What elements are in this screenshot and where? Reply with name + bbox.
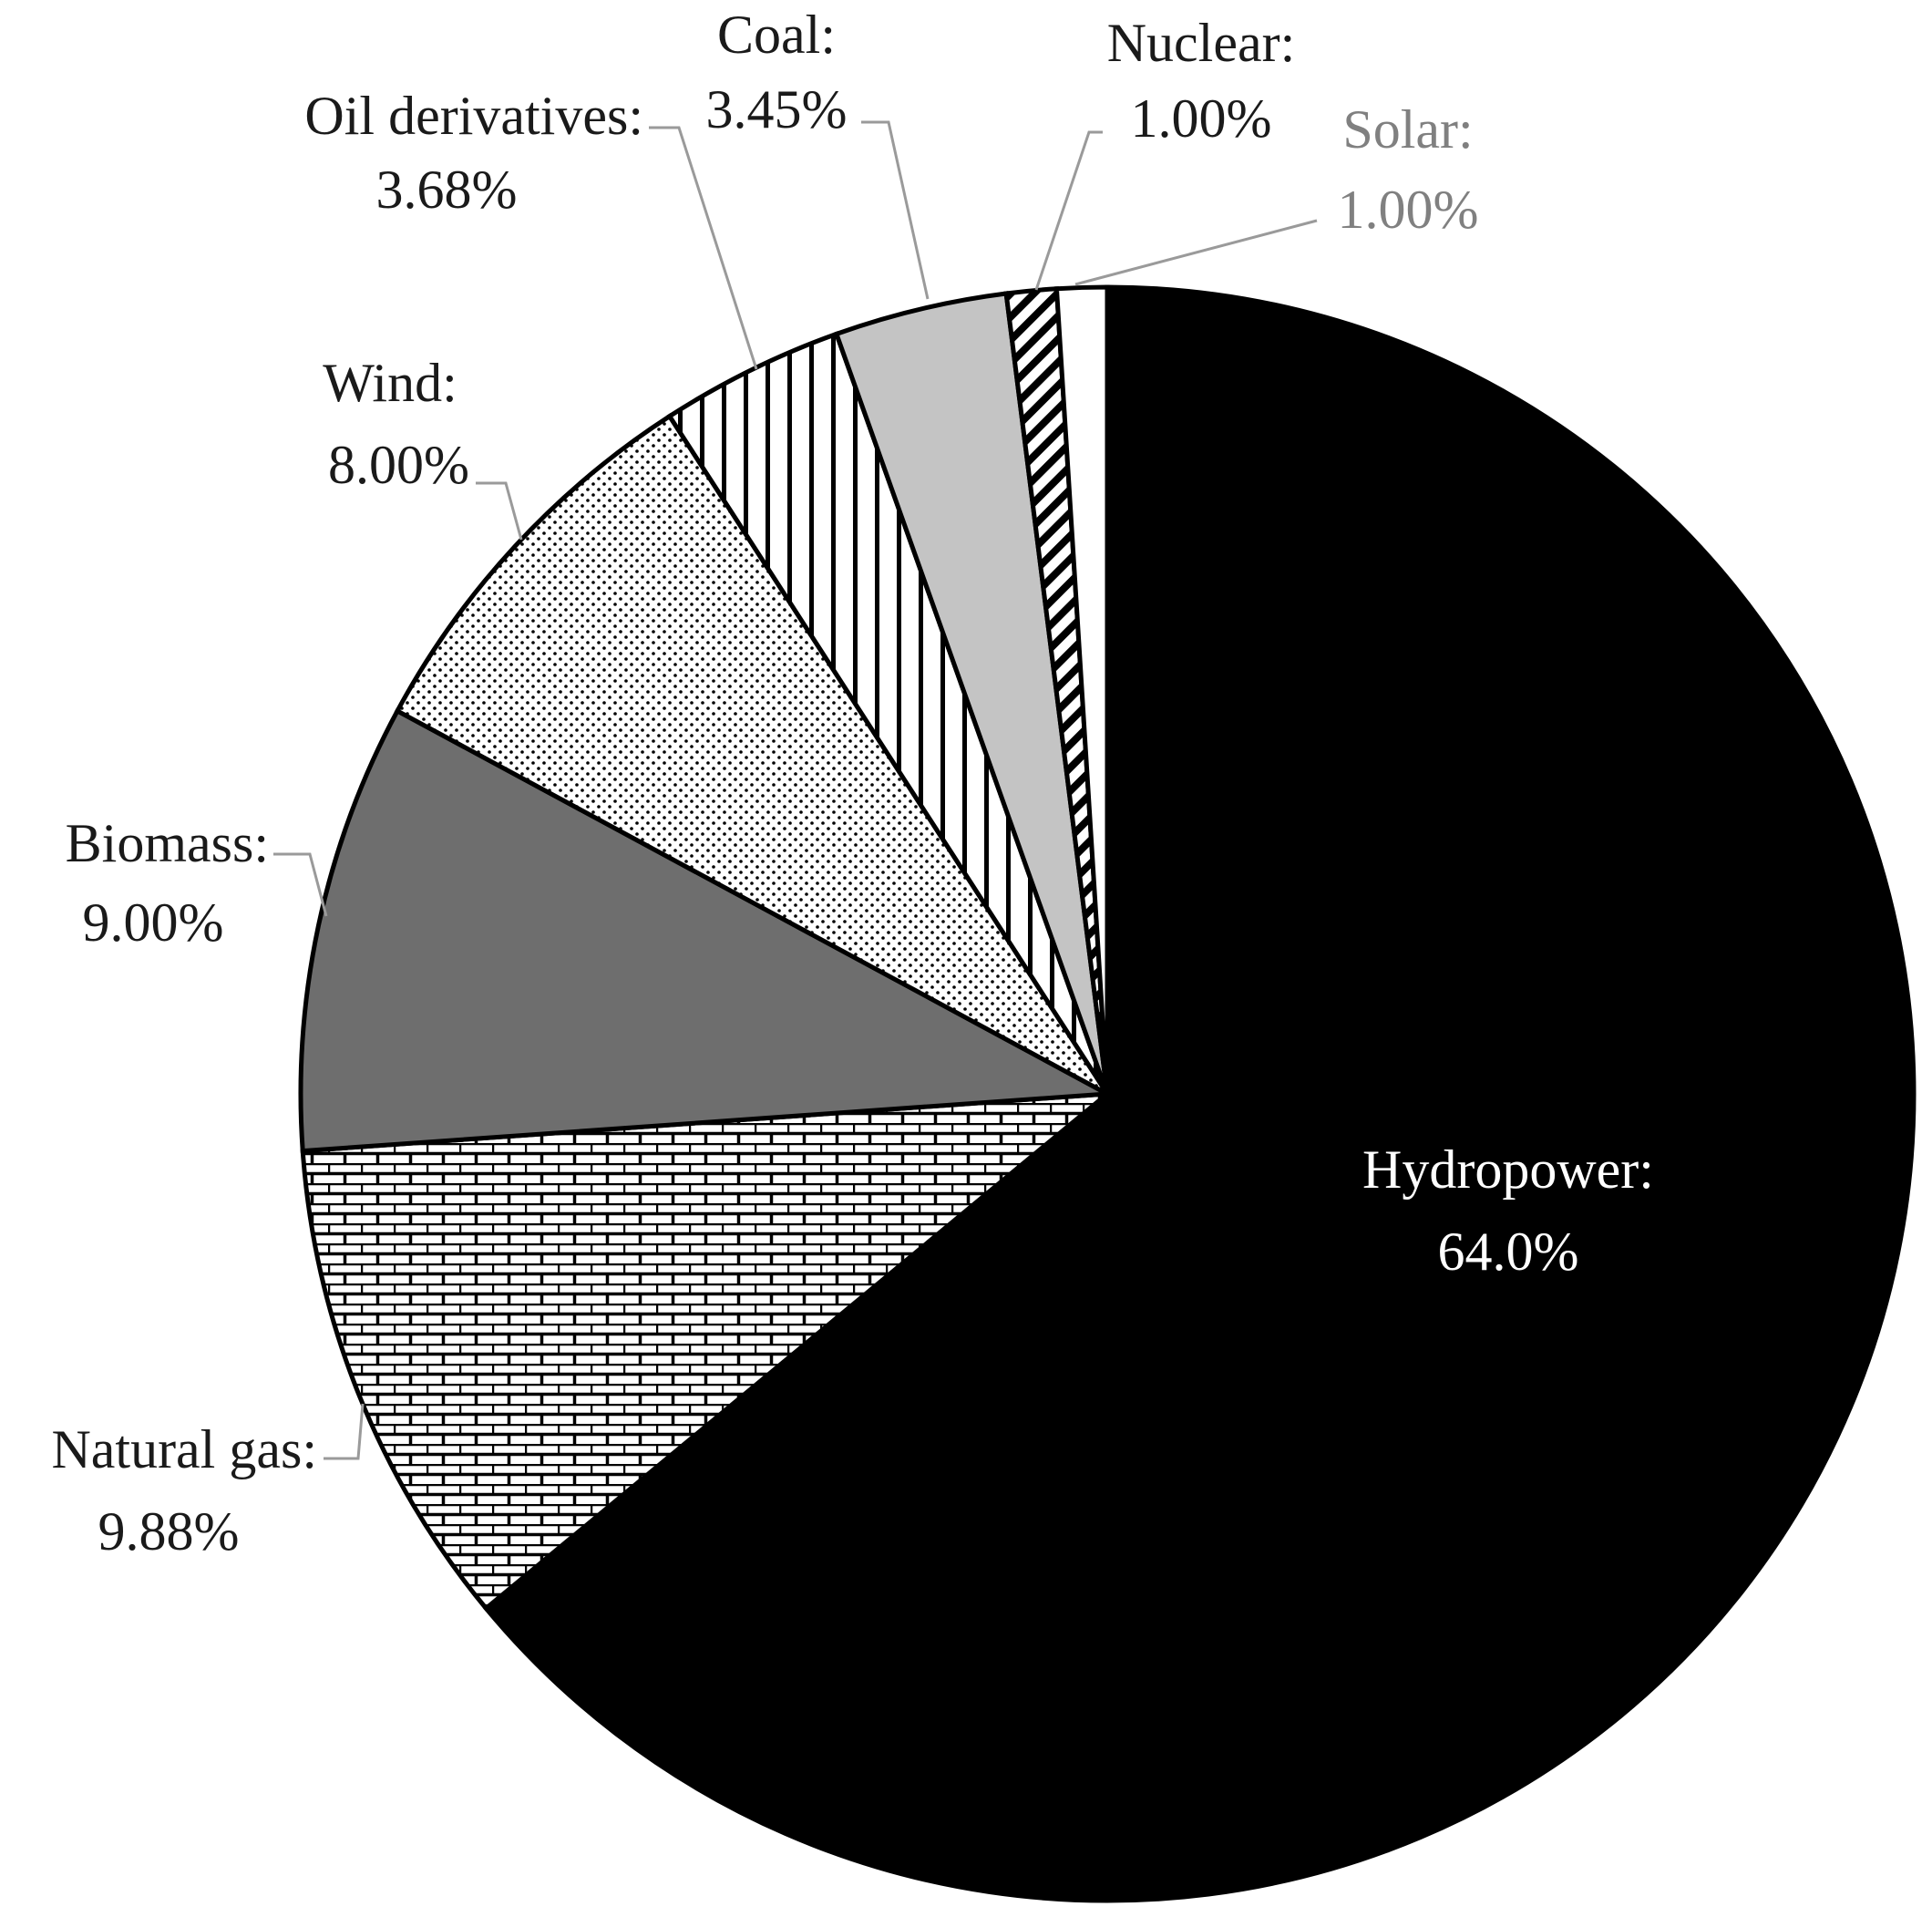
slice-hydropower <box>482 284 1917 1903</box>
leader-line-wind <box>476 481 523 541</box>
slice-natural-gas <box>300 1090 1115 1612</box>
leader-lines <box>273 120 1318 1460</box>
slice-label-biomass: Biomass: <box>66 813 269 873</box>
leader-line-coal <box>861 120 930 300</box>
slice-value-coal: 3.45% <box>706 79 848 139</box>
slice-label-oil-derivatives: Oil derivatives: <box>304 86 643 146</box>
leader-line-natural-gas <box>324 1403 365 1460</box>
slice-label-nuclear: Nuclear: <box>1107 13 1296 73</box>
slice-label-solar: Solar: <box>1342 99 1473 160</box>
slice-value-hydropower: 64.0% <box>1438 1221 1579 1282</box>
slice-value-natural-gas: 9.88% <box>98 1501 240 1561</box>
slice-value-wind: 8.00% <box>328 435 469 495</box>
pie-slices <box>298 284 1917 1903</box>
slice-value-nuclear: 1.00% <box>1131 88 1272 149</box>
slice-value-solar: 1.00% <box>1338 180 1479 240</box>
slice-solar <box>1053 284 1110 1095</box>
leader-line-nuclear <box>1034 130 1103 291</box>
slice-wind <box>394 413 1110 1097</box>
slice-value-oil-derivatives: 3.68% <box>376 160 518 220</box>
slice-biomass <box>298 707 1115 1154</box>
slice-label-wind: Wind: <box>323 353 457 413</box>
slice-oil-derivatives <box>666 331 1110 1096</box>
leader-line-biomass <box>273 852 328 917</box>
leader-line-solar <box>1074 219 1318 286</box>
slice-label-hydropower: Hydropower: <box>1362 1139 1654 1200</box>
slice-label-natural-gas: Natural gas: <box>51 1419 317 1479</box>
slice-label-coal: Coal: <box>717 5 836 65</box>
slice-value-biomass: 9.00% <box>83 892 224 953</box>
leader-line-oil-derivatives <box>649 126 758 370</box>
